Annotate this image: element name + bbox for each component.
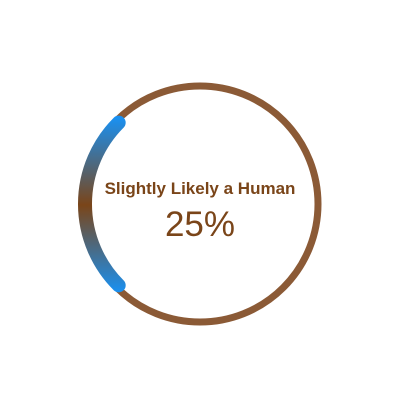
gauge-progress-arc	[78, 115, 126, 293]
gauge-value: 25%	[164, 205, 236, 244]
gauge-label: Slightly Likely a Human	[104, 179, 296, 198]
